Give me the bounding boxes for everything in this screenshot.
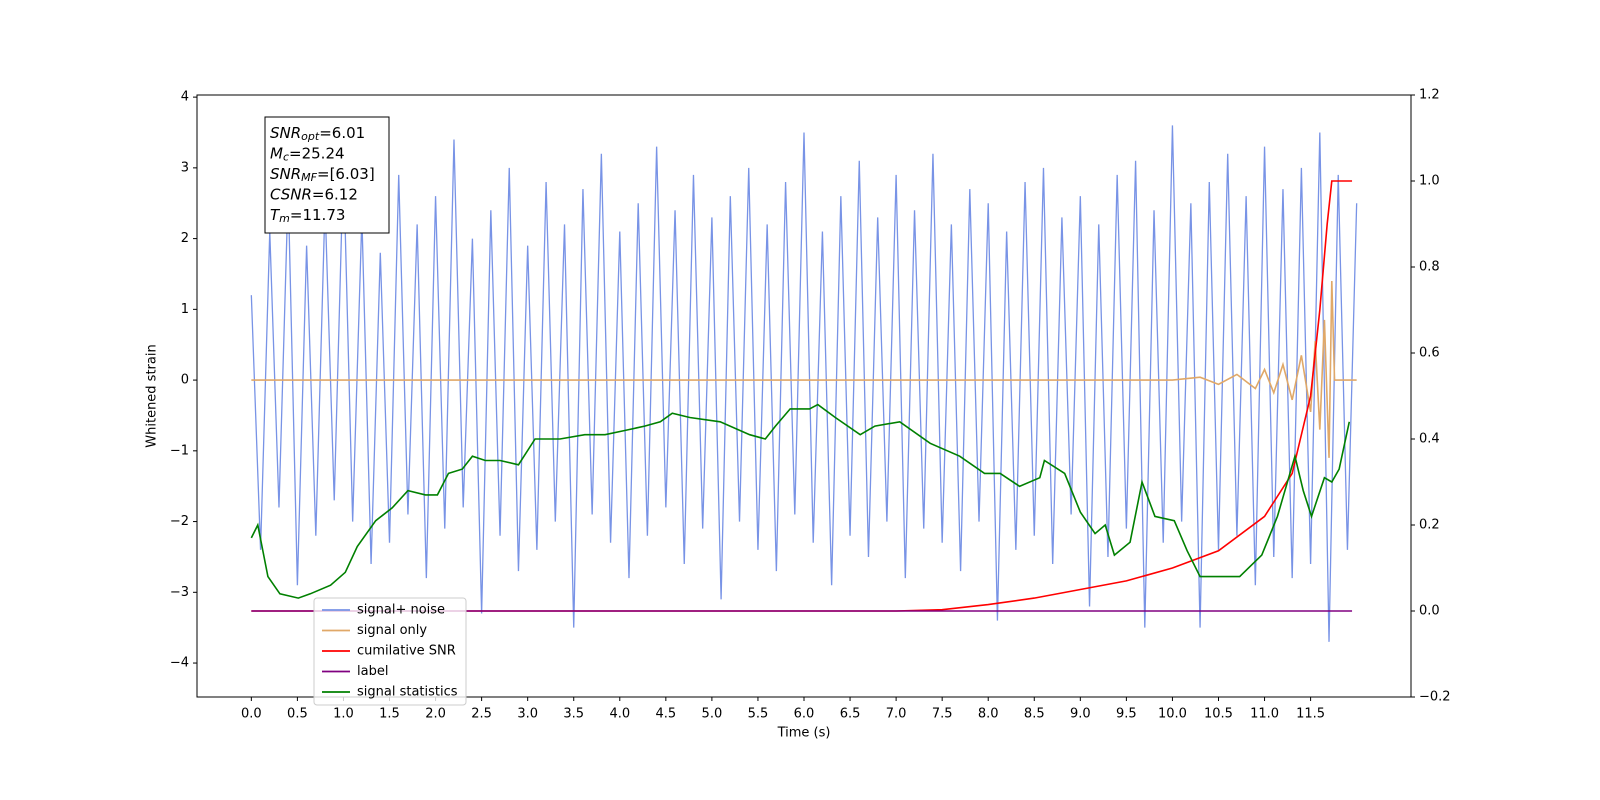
annotation-rest: =6.01 — [319, 124, 365, 142]
legend-label: signal only — [357, 623, 427, 638]
x-tick-label: 7.0 — [886, 707, 907, 722]
annotation-line: SNRopt=6.01 — [270, 124, 365, 144]
legend-label: cumilative SNR — [357, 644, 456, 659]
y2-tick-label: 0.8 — [1419, 260, 1440, 275]
x-tick-label: 4.5 — [655, 707, 676, 722]
x-tick-label: 8.0 — [978, 707, 999, 722]
x-tick-label: 10.0 — [1158, 707, 1187, 722]
legend-label: signal statistics — [357, 685, 458, 700]
y-tick-label: 3 — [181, 160, 189, 175]
x-tick-label: 3.5 — [563, 707, 584, 722]
x-tick-label: 1.0 — [333, 707, 354, 722]
y-tick-label: −1 — [170, 443, 189, 458]
annotation-line: Tm=11.73 — [270, 206, 345, 226]
y-tick-label: 0 — [181, 373, 189, 388]
x-tick-label: 9.0 — [1070, 707, 1091, 722]
x-tick-label: 10.5 — [1204, 707, 1233, 722]
annotation-base: CSNR — [270, 185, 312, 203]
annotation-box — [264, 116, 390, 234]
y2-tick-label: 0.6 — [1419, 346, 1440, 361]
y2-tick-label: 1.2 — [1419, 88, 1440, 103]
y-tick-label: 4 — [181, 90, 189, 105]
annotation-rest: =[6.03] — [317, 165, 375, 183]
series-line — [251, 180, 1353, 612]
y-tick-label: −4 — [170, 656, 189, 671]
x-tick-label: 2.5 — [471, 707, 492, 722]
x-tick-label: 5.5 — [748, 707, 769, 722]
y2-tick-label: 0.2 — [1419, 518, 1440, 533]
series-line — [251, 281, 1357, 458]
annotation-line: Mc=25.24 — [270, 144, 345, 164]
annotation-sub: c — [283, 151, 289, 164]
x-tick-label: 8.5 — [1024, 707, 1045, 722]
annotation-sub: opt — [301, 130, 320, 143]
y2-tick-label: −0.2 — [1419, 690, 1451, 705]
x-tick-label: 6.5 — [840, 707, 861, 722]
x-tick-label: 11.0 — [1250, 707, 1279, 722]
x-tick-label: 4.0 — [609, 707, 630, 722]
y2-tick-label: 1.0 — [1419, 174, 1440, 189]
y-tick-label: 2 — [181, 231, 189, 246]
annotation-base: M — [270, 144, 283, 162]
y2-tick-label: 0.0 — [1419, 604, 1440, 619]
annotation-rest: =11.73 — [290, 206, 346, 224]
annotation-sub: MF — [301, 171, 317, 184]
x-tick-label: 1.5 — [379, 707, 400, 722]
annotation-base: SNR — [270, 124, 301, 142]
x-axis-label: Time (s) — [777, 726, 831, 741]
x-tick-label: 6.0 — [794, 707, 815, 722]
annotation-line: SNRMF=[6.03] — [270, 165, 375, 185]
y-tick-label: 1 — [181, 302, 189, 317]
annotation-rest: =6.12 — [312, 185, 358, 203]
x-tick-label: 9.5 — [1116, 707, 1137, 722]
x-tick-label: 2.0 — [425, 707, 446, 722]
annotation-base: T — [270, 206, 281, 224]
x-tick-label: 0.5 — [287, 707, 308, 722]
x-tick-label: 5.0 — [702, 707, 723, 722]
annotation-line: CSNR=6.12 — [270, 185, 358, 203]
series-line — [250, 125, 1358, 642]
annotation-base: SNR — [270, 165, 301, 183]
x-tick-label: 0.0 — [241, 707, 262, 722]
y-tick-label: −3 — [170, 585, 189, 600]
y-axis-label: Whitened strain — [145, 344, 160, 447]
annotation-sub: m — [279, 212, 290, 225]
x-tick-label: 11.5 — [1296, 707, 1325, 722]
annotation-rest: =25.24 — [289, 144, 345, 162]
x-tick-label: 7.5 — [932, 707, 953, 722]
x-tick-label: 3.0 — [517, 707, 538, 722]
legend-label: signal+ noise — [357, 603, 445, 618]
y2-tick-label: 0.4 — [1419, 432, 1440, 447]
legend-label: label — [357, 664, 388, 679]
legend-box — [313, 597, 467, 706]
series-line — [250, 403, 1351, 599]
y-tick-label: −2 — [170, 514, 189, 529]
